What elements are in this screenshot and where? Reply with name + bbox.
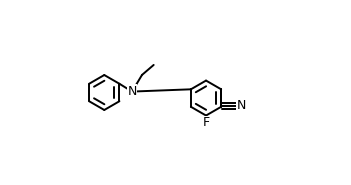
Text: N: N: [237, 99, 246, 112]
Text: N: N: [127, 85, 137, 98]
Text: F: F: [203, 116, 210, 130]
